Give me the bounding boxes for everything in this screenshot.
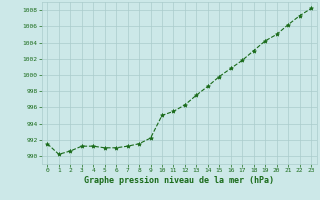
X-axis label: Graphe pression niveau de la mer (hPa): Graphe pression niveau de la mer (hPa) [84,176,274,185]
